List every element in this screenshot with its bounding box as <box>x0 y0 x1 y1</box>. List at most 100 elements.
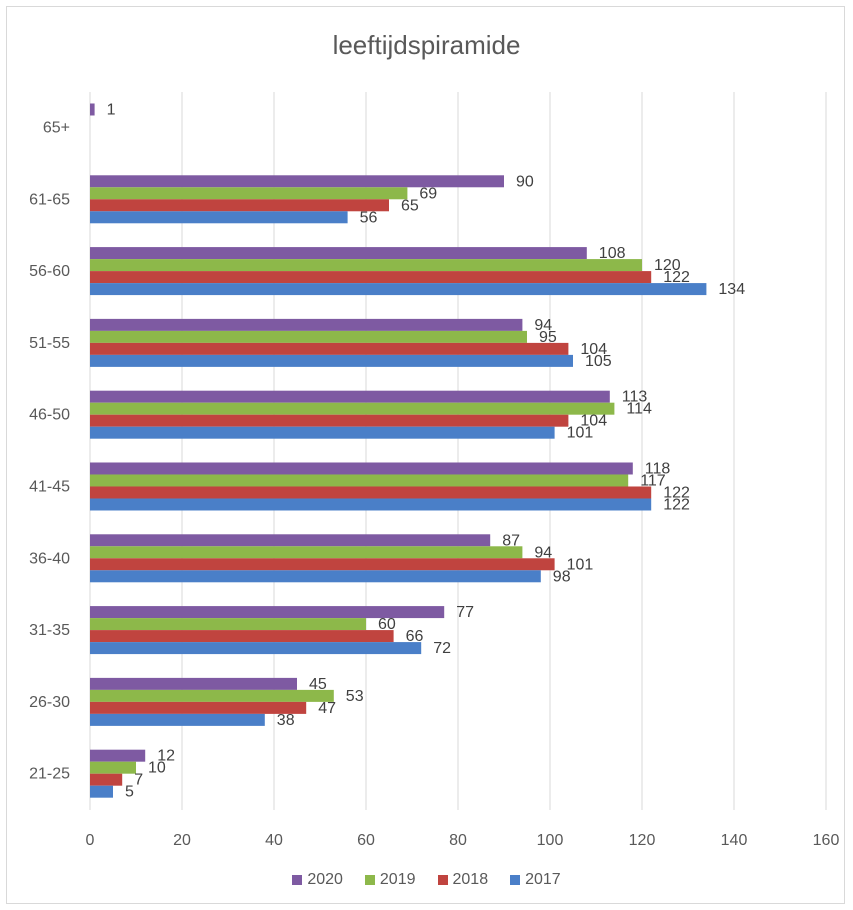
bar-2018 <box>90 558 555 571</box>
data-label: 98 <box>553 568 571 585</box>
legend-item-2020: 2020 <box>292 871 343 889</box>
data-label: 69 <box>419 185 437 202</box>
bar-2017 <box>90 785 113 798</box>
category-label: 65+ <box>43 119 70 136</box>
bar-2019 <box>90 546 523 559</box>
bar-2020 <box>90 534 491 547</box>
data-label: 113 <box>622 389 648 406</box>
legend-label: 2017 <box>525 871 561 888</box>
category-label: 61-65 <box>29 191 70 208</box>
data-label: 94 <box>534 544 552 561</box>
data-label: 56 <box>360 209 378 226</box>
legend-item-2017: 2017 <box>510 871 561 889</box>
data-label: 95 <box>539 329 557 346</box>
data-label: 77 <box>456 604 474 621</box>
data-label: 90 <box>516 173 534 190</box>
category-label: 41-45 <box>29 478 70 495</box>
data-label: 72 <box>433 640 451 657</box>
legend-swatch <box>510 875 521 885</box>
bar-2018 <box>90 773 123 786</box>
bar-2020 <box>90 175 504 188</box>
x-tick-label: 0 <box>86 832 95 849</box>
bar-2019 <box>90 330 527 343</box>
category-label: 36-40 <box>29 550 70 567</box>
legend-label: 2020 <box>307 871 343 888</box>
bar-2017 <box>90 283 707 296</box>
legend-swatch <box>364 875 375 885</box>
chart-legend: 2020 2019 2018 2017 <box>0 871 853 889</box>
bar-2020 <box>90 390 610 403</box>
bar-2018 <box>90 630 394 643</box>
data-label: 47 <box>318 700 336 717</box>
data-label: 10 <box>148 760 166 777</box>
bar-2020 <box>90 103 95 116</box>
data-label: 122 <box>663 484 690 501</box>
legend-swatch <box>437 875 448 885</box>
bar-2019 <box>90 689 334 702</box>
bar-2017 <box>90 211 348 224</box>
data-label: 12 <box>157 748 175 765</box>
bar-2017 <box>90 642 422 655</box>
x-tick-label: 120 <box>629 832 656 849</box>
bar-2017 <box>90 570 541 583</box>
bar-2020 <box>90 749 146 762</box>
bar-2019 <box>90 259 642 272</box>
data-label: 122 <box>663 496 690 513</box>
bar-2017 <box>90 498 652 511</box>
bar-2019 <box>90 618 366 631</box>
bar-2017 <box>90 354 573 367</box>
data-label: 101 <box>567 425 594 442</box>
bar-2017 <box>90 426 555 439</box>
bar-2018 <box>90 486 652 499</box>
data-label: 65 <box>401 197 419 214</box>
bar-2020 <box>90 318 523 331</box>
category-label: 21-25 <box>29 766 70 783</box>
category-label: 56-60 <box>29 263 70 280</box>
data-label: 108 <box>599 245 626 262</box>
data-label: 122 <box>663 269 690 286</box>
category-label: 31-35 <box>29 622 70 639</box>
bar-2020 <box>90 677 297 690</box>
x-tick-label: 140 <box>721 832 748 849</box>
category-label: 26-30 <box>29 694 70 711</box>
data-label: 60 <box>378 616 396 633</box>
data-label: 105 <box>585 353 612 370</box>
bar-2020 <box>90 247 587 260</box>
data-label: 104 <box>580 341 607 358</box>
bar-2018 <box>90 271 652 284</box>
legend-label: 2018 <box>452 871 489 888</box>
x-tick-label: 80 <box>449 832 467 849</box>
data-label: 38 <box>277 712 295 729</box>
category-label: 46-50 <box>29 407 70 424</box>
bar-2018 <box>90 701 307 714</box>
bar-2018 <box>90 199 389 212</box>
legend-item-2018: 2018 <box>437 871 489 889</box>
chart-title: leeftijdspiramide <box>332 30 521 60</box>
chart-frame <box>6 6 845 904</box>
data-label: 114 <box>626 401 652 418</box>
data-label: 120 <box>654 257 681 274</box>
data-label: 101 <box>567 556 594 573</box>
category-label: 51-55 <box>29 335 70 352</box>
bar-2020 <box>90 462 633 475</box>
x-tick-label: 20 <box>173 832 191 849</box>
bar-2019 <box>90 187 408 200</box>
legend-label: 2019 <box>379 871 416 888</box>
data-label: 7 <box>134 772 143 789</box>
data-label: 87 <box>502 532 520 549</box>
data-label: 66 <box>406 628 424 645</box>
legend-item-2019: 2019 <box>364 871 416 889</box>
data-label: 94 <box>534 317 552 334</box>
data-label: 117 <box>640 472 666 489</box>
x-tick-label: 40 <box>265 832 283 849</box>
data-label: 1 <box>107 101 116 118</box>
bar-2019 <box>90 402 615 415</box>
bar-2017 <box>90 713 265 726</box>
data-label: 134 <box>718 281 745 298</box>
data-label: 45 <box>309 676 327 693</box>
legend-swatch <box>292 875 303 885</box>
bar-2018 <box>90 414 569 427</box>
x-tick-label: 60 <box>357 832 375 849</box>
data-label: 118 <box>645 460 671 477</box>
